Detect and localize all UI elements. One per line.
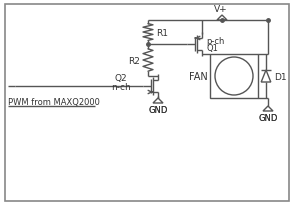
Text: PWM from MAXQ2000: PWM from MAXQ2000: [8, 98, 100, 107]
Text: Q2: Q2: [115, 74, 127, 83]
Text: GND: GND: [258, 114, 278, 122]
Text: GND: GND: [258, 114, 278, 122]
Text: V+: V+: [214, 5, 228, 14]
Text: GND: GND: [148, 105, 168, 115]
Text: FAN: FAN: [189, 72, 207, 82]
Text: R2: R2: [128, 56, 140, 65]
Text: R1: R1: [156, 28, 168, 37]
Text: p-ch: p-ch: [206, 36, 224, 45]
Text: n-ch: n-ch: [111, 83, 131, 92]
Text: Q1: Q1: [206, 44, 218, 53]
Text: GND: GND: [148, 105, 168, 115]
Text: D1: D1: [274, 72, 287, 81]
Bar: [210, 55, 258, 98]
